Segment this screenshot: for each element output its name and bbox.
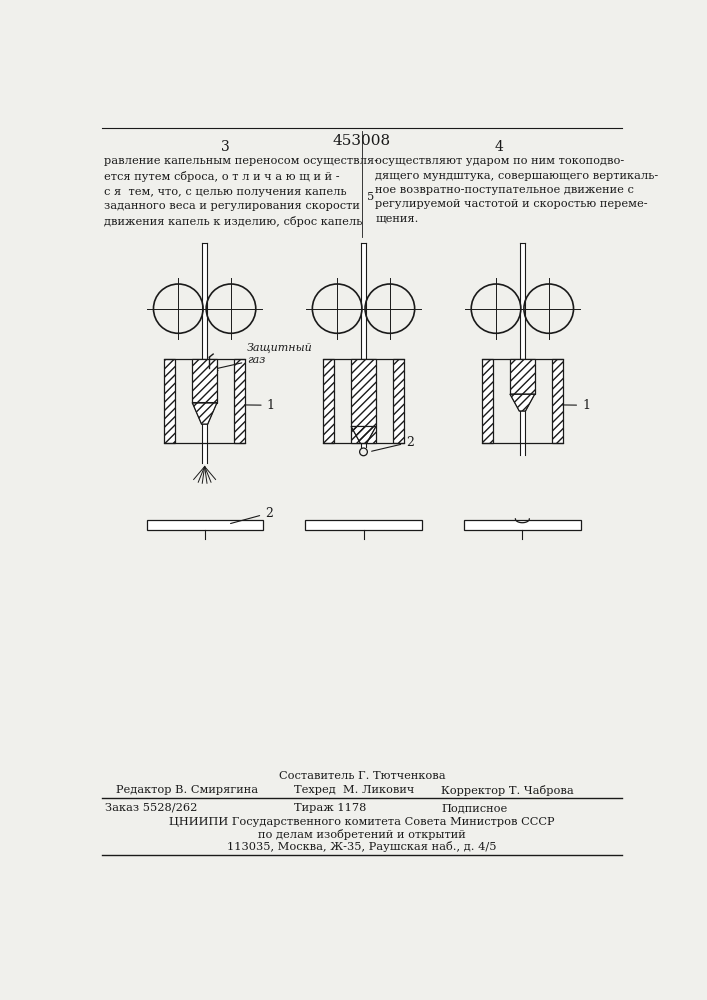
Bar — [393, 359, 404, 443]
Text: ЦНИИПИ Государственного комитета Совета Министров СССР: ЦНИИПИ Государственного комитета Совета … — [169, 817, 555, 827]
Bar — [164, 359, 175, 443]
Bar — [146, 520, 263, 530]
Text: 3: 3 — [221, 140, 230, 154]
Bar — [464, 520, 580, 530]
Text: осуществляют ударом по ним токоподво-
дящего мундштука, совершающего вертикаль-
: осуществляют ударом по ним токоподво- дя… — [375, 156, 658, 224]
Bar — [192, 359, 217, 403]
Polygon shape — [510, 394, 534, 411]
Text: 113035, Москва, Ж-35, Раушская наб., д. 4/5: 113035, Москва, Ж-35, Раушская наб., д. … — [227, 841, 497, 852]
Text: 2: 2 — [372, 436, 414, 451]
Bar — [393, 359, 404, 443]
Text: 2: 2 — [230, 507, 273, 524]
Bar — [305, 520, 421, 530]
Bar — [351, 359, 376, 443]
Text: 1: 1 — [245, 399, 274, 412]
Bar — [234, 359, 245, 443]
Bar — [164, 359, 175, 443]
Bar — [482, 359, 493, 443]
Text: 5: 5 — [368, 192, 375, 202]
Polygon shape — [351, 426, 376, 443]
Text: Техред  М. Ликович: Техред М. Ликович — [293, 785, 414, 795]
Bar — [510, 359, 534, 394]
Text: 4: 4 — [495, 140, 503, 154]
Bar — [552, 359, 563, 443]
Bar — [482, 359, 493, 443]
Text: 453008: 453008 — [333, 134, 391, 148]
Text: Защитный
газ: Защитный газ — [214, 343, 313, 371]
Text: равление капельным переносом осуществля-
ется путем сброса, о т л и ч а ю щ и й : равление капельным переносом осуществля-… — [104, 156, 378, 227]
Bar — [192, 359, 217, 403]
Bar — [351, 359, 376, 443]
Polygon shape — [192, 403, 217, 424]
Text: Заказ 5528/262: Заказ 5528/262 — [105, 803, 198, 813]
Text: Редактор В. Смирягина: Редактор В. Смирягина — [115, 785, 257, 795]
Bar — [234, 359, 245, 443]
Text: Подписное: Подписное — [441, 803, 507, 813]
Bar — [552, 359, 563, 443]
Bar — [323, 359, 334, 443]
Text: Тираж 1178: Тираж 1178 — [293, 803, 366, 813]
Text: Корректор Т. Чаброва: Корректор Т. Чаброва — [441, 785, 574, 796]
Text: Составитель Г. Тютченкова: Составитель Г. Тютченкова — [279, 771, 445, 781]
Bar — [510, 359, 534, 394]
Text: 1: 1 — [562, 399, 590, 412]
Text: по делам изобретений и открытий: по делам изобретений и открытий — [258, 829, 466, 840]
Bar — [323, 359, 334, 443]
